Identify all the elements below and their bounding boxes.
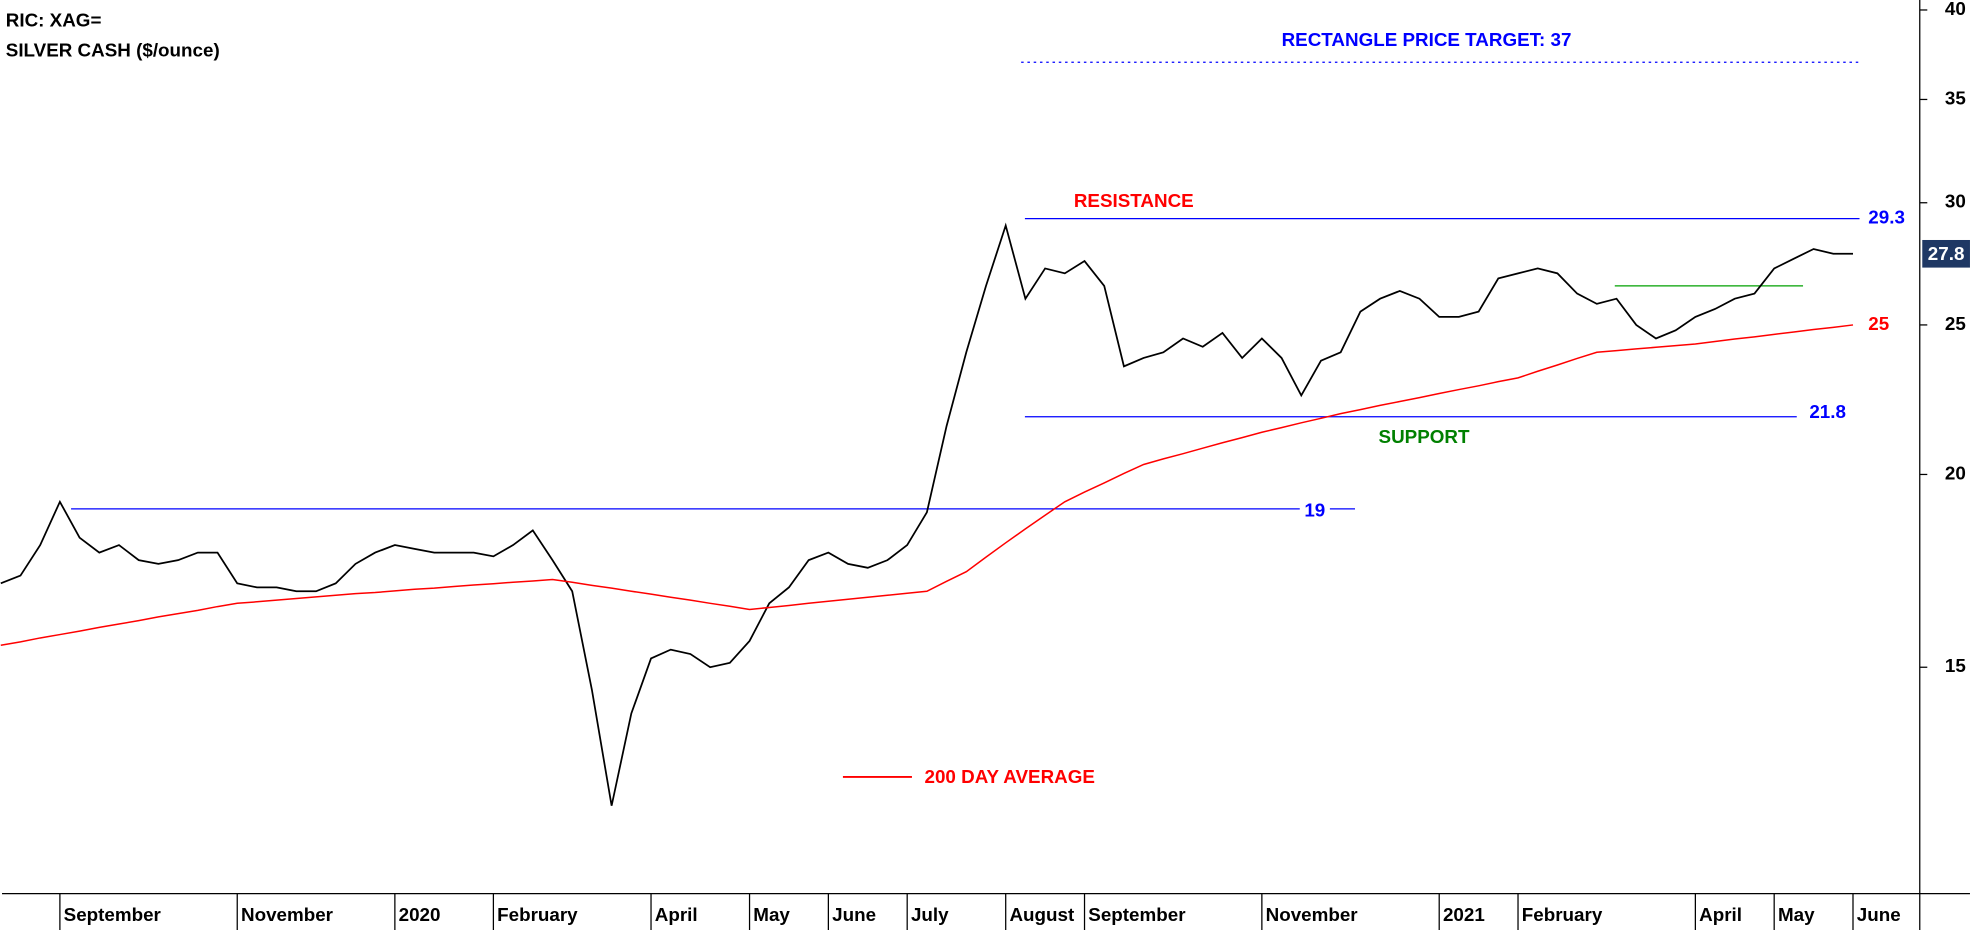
last-price-box (1922, 239, 1970, 268)
x-tick-label: 2020 (399, 904, 441, 925)
moving-average-line (0, 324, 1854, 646)
x-tick-label: May (753, 904, 790, 925)
target-label: RECTANGLE PRICE TARGET: 37 (1282, 29, 1572, 50)
last-price-label: 27.8 (1928, 243, 1965, 264)
y-tick-label: 35 (1945, 87, 1966, 108)
x-tick-label: 2021 (1443, 904, 1485, 925)
x-tick-label: November (241, 904, 334, 925)
x-tick-label: September (64, 904, 162, 925)
legend-label: 200 DAY AVERAGE (925, 766, 1095, 787)
x-tick-label: August (1009, 904, 1075, 925)
y-tick-label: 25 (1945, 313, 1966, 334)
x-tick-label: September (1088, 904, 1186, 925)
y-tick-label: 40 (1945, 0, 1966, 19)
ma-last-label: 25 (1868, 313, 1889, 334)
level-value: 29.3 (1868, 207, 1905, 228)
x-tick-label: April (655, 904, 698, 925)
x-tick-label: June (832, 904, 876, 925)
x-tick-label: May (1778, 904, 1815, 925)
x-tick-label: June (1857, 904, 1901, 925)
x-tick-label: February (497, 904, 578, 925)
label-bg (1299, 498, 1330, 519)
x-tick-label: July (911, 904, 949, 925)
x-tick-label: April (1699, 904, 1742, 925)
price-line (0, 222, 1853, 806)
y-tick-label: 20 (1945, 462, 1966, 483)
support-label: SUPPORT (1379, 426, 1470, 447)
level-value: 21.8 (1809, 401, 1846, 422)
chart-subtitle: SILVER CASH ($/ounce) (6, 39, 220, 60)
y-tick-label: 30 (1945, 191, 1966, 212)
y-tick-label: 15 (1945, 655, 1966, 676)
level-value: 19 (1304, 499, 1325, 520)
resistance-label: RESISTANCE (1074, 190, 1194, 211)
x-tick-label: February (1522, 904, 1603, 925)
x-tick-label: November (1266, 904, 1359, 925)
chart-title: RIC: XAG= (6, 9, 102, 30)
